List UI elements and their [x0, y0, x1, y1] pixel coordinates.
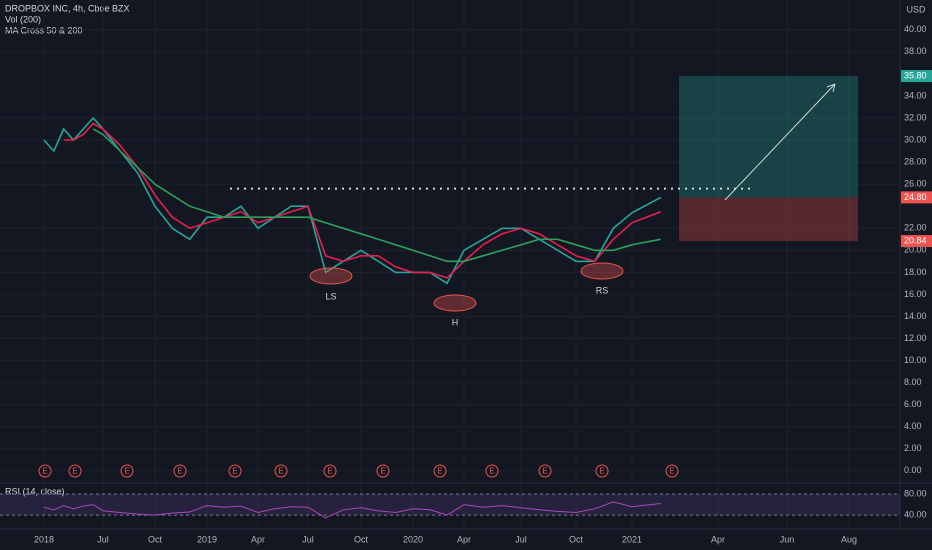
earnings-label: E: [42, 467, 47, 476]
price-tag-label: 24.80: [904, 192, 927, 202]
earnings-circle: [433, 464, 447, 478]
series-line: [92, 128, 661, 263]
earnings-label: E: [72, 467, 77, 476]
currency: USD: [906, 4, 926, 14]
price-tag-label: 20.84: [904, 235, 927, 245]
price-tag: [901, 235, 932, 248]
target-arrow: [724, 83, 836, 201]
x-tick-label: Apr: [251, 534, 265, 544]
y-tick-label: 2.00: [904, 443, 922, 453]
earnings-label: E: [124, 467, 129, 476]
rsi-legend: RSI (14, close): [5, 486, 65, 496]
earnings-label: E: [542, 467, 547, 476]
x-tick-label: 2021: [622, 534, 642, 544]
earnings-circle: [274, 464, 288, 478]
pattern-label: LS: [325, 291, 336, 301]
earnings-circle: [376, 464, 390, 478]
pattern-marker: [433, 294, 477, 312]
y-tick-label: 16.00: [904, 289, 927, 299]
symbol: DROPBOX INC, 4h, Cboe BZX: [5, 3, 130, 13]
rsi-band: [0, 493, 900, 516]
y-tick-label: 20.00: [904, 245, 927, 255]
x-tick-label: 2019: [197, 534, 217, 544]
pattern-label: RS: [596, 285, 609, 295]
price-tag-label: 35.80: [904, 70, 927, 80]
y-tick-label: 10.00: [904, 355, 927, 365]
x-tick-label: Jul: [97, 534, 109, 544]
y-tick-label: 34.00: [904, 90, 927, 100]
earnings-circle: [68, 464, 82, 478]
x-tick-label: Jul: [515, 534, 527, 544]
x-tick-label: Oct: [148, 534, 163, 544]
x-tick-label: 2018: [34, 534, 54, 544]
earnings-circle: [323, 464, 337, 478]
pattern-marker: [309, 267, 353, 285]
y-tick-label: 14.00: [904, 311, 927, 321]
volume-legend: Vol (200): [5, 14, 41, 24]
earnings-label: E: [327, 467, 332, 476]
series-line: [43, 501, 661, 519]
x-tick-label: Apr: [711, 534, 725, 544]
earnings-label: E: [669, 467, 674, 476]
earnings-circle: [485, 464, 499, 478]
y-tick-label: 40.00: [904, 510, 927, 520]
y-tick-label: 38.00: [904, 46, 927, 56]
x-tick-label: Oct: [569, 534, 584, 544]
x-tick-label: Apr: [457, 534, 471, 544]
x-tick-label: 2020: [403, 534, 423, 544]
y-tick-label: 8.00: [904, 377, 922, 387]
earnings-label: E: [232, 467, 237, 476]
y-tick-label: 32.00: [904, 112, 927, 122]
y-tick-label: 40.00: [904, 24, 927, 34]
y-tick-label: 0.00: [904, 465, 922, 475]
target-zone: [679, 76, 858, 198]
earnings-circle: [228, 464, 242, 478]
x-tick-label: Oct: [354, 534, 369, 544]
earnings-circle: [38, 464, 52, 478]
y-tick-label: 4.00: [904, 421, 922, 431]
y-tick-label: 30.00: [904, 134, 927, 144]
y-tick-label: 18.00: [904, 267, 927, 277]
earnings-circle: [595, 464, 609, 478]
y-tick-label: 12.00: [904, 333, 927, 343]
pattern-label: H: [452, 317, 459, 327]
earnings-circle: [120, 464, 134, 478]
earnings-circle: [173, 464, 187, 478]
y-tick-label: 80.00: [904, 488, 927, 498]
arrow-head: [826, 83, 836, 93]
y-tick-label: 22.00: [904, 223, 927, 233]
price-tag: [901, 191, 932, 204]
price-tag: [901, 70, 932, 83]
pattern-marker: [580, 262, 624, 280]
earnings-label: E: [489, 467, 494, 476]
x-tick-label: Jun: [780, 534, 795, 544]
x-tick-label: Jul: [302, 534, 314, 544]
earnings-circle: [665, 464, 679, 478]
stop-zone: [679, 197, 858, 242]
earnings-label: E: [380, 467, 385, 476]
y-tick-label: 26.00: [904, 179, 927, 189]
earnings-circle: [538, 464, 552, 478]
earnings-label: E: [278, 467, 283, 476]
earnings-label: E: [599, 467, 604, 476]
x-tick-label: Aug: [841, 534, 857, 544]
earnings-label: E: [437, 467, 442, 476]
earnings-label: E: [177, 467, 182, 476]
y-tick-label: 6.00: [904, 399, 922, 409]
y-tick-label: 28.00: [904, 156, 927, 166]
